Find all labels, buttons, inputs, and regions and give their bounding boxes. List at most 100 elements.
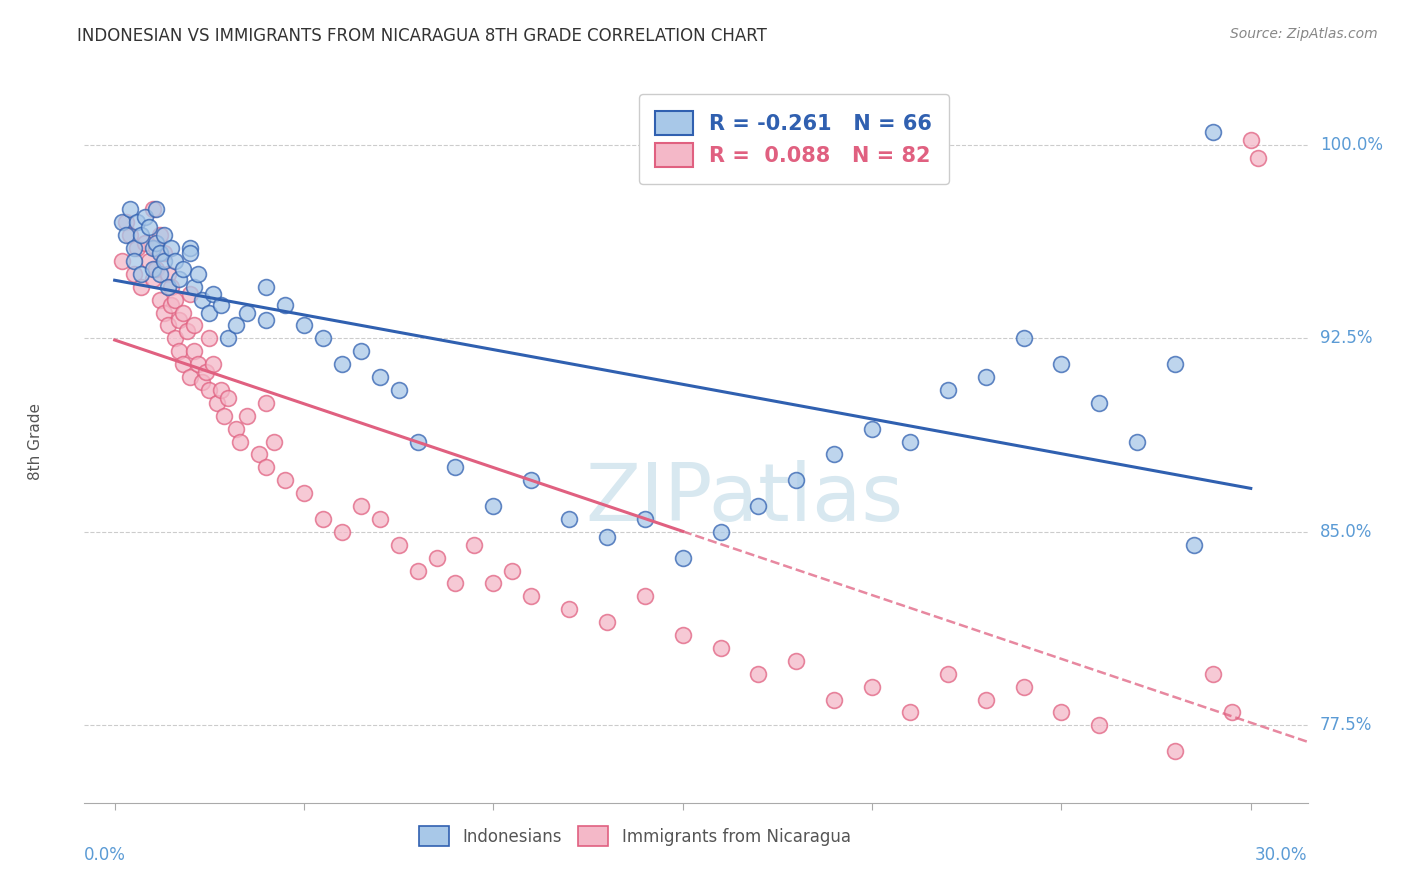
- Point: [254, 460, 277, 475]
- Point: [634, 590, 657, 604]
- Point: [156, 279, 179, 293]
- Point: [127, 241, 149, 255]
- Point: [1088, 396, 1111, 410]
- Legend: Indonesians, Immigrants from Nicaragua: Indonesians, Immigrants from Nicaragua: [412, 820, 858, 852]
- Point: [823, 692, 845, 706]
- Text: 8th Grade: 8th Grade: [28, 403, 44, 480]
- Point: [1012, 331, 1035, 345]
- Point: [115, 228, 138, 243]
- Point: [388, 538, 411, 552]
- Point: [111, 215, 134, 229]
- Text: 85.0%: 85.0%: [1320, 523, 1372, 541]
- Point: [183, 318, 205, 333]
- Point: [179, 241, 201, 255]
- Point: [520, 590, 543, 604]
- Point: [129, 228, 152, 243]
- Point: [129, 267, 152, 281]
- Point: [172, 357, 194, 371]
- Point: [145, 202, 167, 217]
- Point: [463, 538, 485, 552]
- Point: [165, 254, 187, 268]
- Point: [823, 447, 845, 461]
- Point: [672, 628, 695, 642]
- Point: [138, 220, 160, 235]
- Point: [898, 706, 921, 720]
- Point: [1164, 744, 1187, 758]
- Point: [388, 383, 411, 397]
- Point: [236, 305, 259, 319]
- Point: [129, 279, 152, 293]
- Point: [1202, 666, 1225, 681]
- Point: [292, 486, 315, 500]
- Point: [350, 499, 373, 513]
- Text: 77.5%: 77.5%: [1320, 716, 1372, 734]
- Text: 100.0%: 100.0%: [1320, 136, 1384, 153]
- Point: [122, 267, 145, 281]
- Point: [785, 473, 807, 487]
- Point: [225, 422, 247, 436]
- Point: [141, 261, 163, 276]
- Point: [225, 318, 247, 333]
- Point: [558, 512, 581, 526]
- Point: [236, 409, 259, 423]
- Point: [167, 344, 190, 359]
- Point: [198, 305, 221, 319]
- Point: [936, 666, 959, 681]
- Point: [1202, 125, 1225, 139]
- Point: [160, 241, 183, 255]
- Point: [330, 524, 353, 539]
- Point: [444, 576, 467, 591]
- Point: [596, 530, 619, 544]
- Point: [274, 298, 297, 312]
- Point: [1164, 357, 1187, 371]
- Point: [187, 357, 209, 371]
- Point: [209, 383, 232, 397]
- Point: [187, 267, 209, 281]
- Point: [153, 305, 176, 319]
- Point: [558, 602, 581, 616]
- Point: [156, 318, 179, 333]
- Point: [149, 228, 172, 243]
- Point: [1240, 133, 1263, 147]
- Point: [149, 293, 172, 307]
- Point: [1088, 718, 1111, 732]
- Point: [747, 499, 769, 513]
- Point: [205, 396, 228, 410]
- Point: [974, 370, 997, 384]
- Point: [167, 313, 190, 327]
- Point: [1220, 706, 1243, 720]
- Point: [198, 383, 221, 397]
- Point: [141, 272, 163, 286]
- Point: [145, 261, 167, 276]
- Point: [860, 680, 883, 694]
- Point: [368, 370, 391, 384]
- Point: [209, 298, 232, 312]
- Point: [149, 267, 172, 281]
- Point: [134, 210, 156, 224]
- Point: [406, 434, 429, 449]
- Point: [406, 564, 429, 578]
- Point: [179, 246, 201, 260]
- Point: [254, 396, 277, 410]
- Point: [111, 254, 134, 268]
- Point: [350, 344, 373, 359]
- Text: ZIPatlas: ZIPatlas: [586, 460, 904, 539]
- Point: [974, 692, 997, 706]
- Point: [183, 344, 205, 359]
- Text: 30.0%: 30.0%: [1256, 847, 1308, 864]
- Point: [254, 279, 277, 293]
- Point: [1050, 357, 1073, 371]
- Point: [247, 447, 270, 461]
- Point: [118, 202, 141, 217]
- Point: [898, 434, 921, 449]
- Point: [179, 287, 201, 301]
- Point: [312, 331, 335, 345]
- Point: [167, 272, 190, 286]
- Point: [138, 254, 160, 268]
- Point: [153, 254, 176, 268]
- Point: [172, 261, 194, 276]
- Point: [160, 279, 183, 293]
- Point: [501, 564, 523, 578]
- Point: [176, 324, 198, 338]
- Point: [368, 512, 391, 526]
